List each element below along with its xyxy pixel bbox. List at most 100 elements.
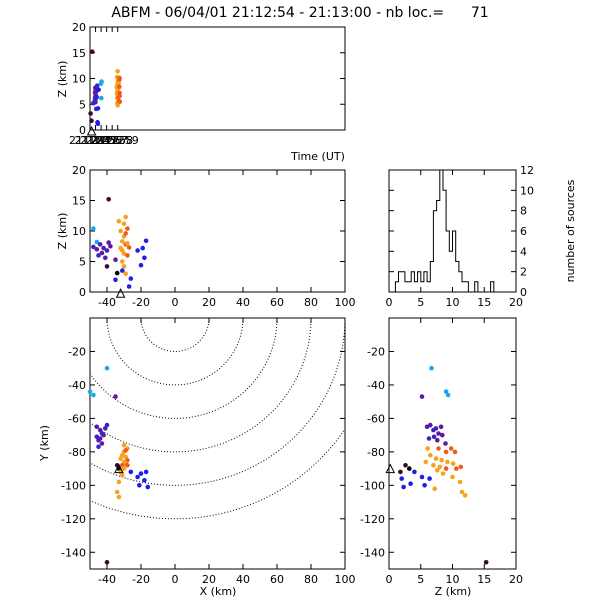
source-point <box>443 441 448 446</box>
histogram-steps <box>392 169 516 293</box>
source-point <box>398 469 403 475</box>
source-point <box>120 473 125 478</box>
y-tick-label: 8 <box>520 205 527 218</box>
source-point <box>89 49 95 54</box>
source-point <box>435 437 440 443</box>
x-tick-label: 10 <box>446 296 460 309</box>
time-height-frame <box>89 26 346 131</box>
y-tick-label: 15 <box>72 195 86 208</box>
source-point <box>113 277 118 283</box>
source-point <box>99 441 105 446</box>
source-point <box>125 253 130 258</box>
x-tick-label: 80 <box>304 296 318 309</box>
source-point <box>89 118 94 123</box>
source-point <box>419 474 425 480</box>
source-point <box>437 464 443 470</box>
source-point <box>99 79 104 84</box>
source-point <box>106 240 111 245</box>
histogram-line <box>392 169 516 293</box>
source-point <box>443 389 449 394</box>
time-height-xlabel: Time (UT) <box>290 150 345 163</box>
station-marker <box>385 463 396 474</box>
y-tick-label: -80 <box>68 446 86 459</box>
source-point <box>419 394 425 399</box>
y-tick-label: -40 <box>367 379 385 392</box>
x-tick-label: 20 <box>509 296 523 309</box>
source-point <box>125 457 130 463</box>
source-point <box>116 479 122 485</box>
x-tick-label: 80 <box>304 573 318 586</box>
x-tick-label: 100 <box>335 296 356 309</box>
x-tick-label: 40 <box>236 296 250 309</box>
source-point <box>99 250 105 256</box>
source-point <box>457 479 463 485</box>
source-point <box>138 262 144 268</box>
x-tick-label: 211256 <box>80 134 122 147</box>
source-point <box>408 481 413 487</box>
source-point <box>104 248 110 253</box>
x-tick-label: 15 <box>477 573 491 586</box>
y-tick-label: 2 <box>520 266 527 279</box>
source-point <box>99 95 104 101</box>
source-point <box>123 447 128 453</box>
source-point <box>433 456 439 461</box>
source-point <box>123 214 128 220</box>
z-y-frame <box>388 317 517 570</box>
source-point <box>104 560 110 565</box>
source-point <box>96 253 101 258</box>
source-point <box>93 99 98 105</box>
source-point <box>120 248 125 253</box>
x-tick-label: 211255 <box>75 134 117 147</box>
source-point <box>462 493 468 498</box>
source-point <box>95 121 101 127</box>
station-marker <box>114 463 124 474</box>
y-tick-label: 0 <box>79 124 86 137</box>
source-point <box>126 245 132 250</box>
y-tick-label: -40 <box>68 379 86 392</box>
y-tick-label: -140 <box>61 546 86 559</box>
source-point <box>91 244 96 250</box>
source-point <box>91 226 96 231</box>
source-point <box>94 424 100 430</box>
y-tick-label: -100 <box>61 479 86 492</box>
source-point <box>118 456 123 461</box>
source-point <box>96 444 101 450</box>
z-y-points <box>385 365 489 565</box>
source-point <box>142 478 147 483</box>
source-point <box>96 87 101 93</box>
x-tick-label: -20 <box>132 573 150 586</box>
source-point <box>123 231 128 236</box>
source-point <box>125 463 130 468</box>
source-point <box>448 446 454 451</box>
x-tick-label: -20 <box>132 296 150 309</box>
y-tick-label: 6 <box>520 225 527 238</box>
source-point <box>118 228 123 234</box>
source-point <box>403 463 408 468</box>
source-point <box>433 426 439 431</box>
source-point <box>454 466 459 471</box>
y-tick-label: 20 <box>72 164 86 177</box>
source-point <box>91 392 96 398</box>
source-point <box>101 432 106 438</box>
source-point <box>116 494 122 500</box>
source-point <box>436 446 441 451</box>
x-tick-label: 20 <box>202 296 216 309</box>
source-point <box>95 106 101 111</box>
source-point <box>428 452 433 458</box>
source-point <box>459 489 465 495</box>
y-tick-label: 5 <box>79 98 86 111</box>
x-y-panel: -40 -20 0 20 40 60 80 100 -140 -120 -100 -80 -60 -40 -… <box>38 317 356 598</box>
source-point <box>458 464 464 470</box>
source-point <box>117 75 122 81</box>
source-point <box>113 257 118 263</box>
source-point <box>87 389 93 394</box>
time-height-points <box>86 49 123 136</box>
source-point <box>436 431 441 436</box>
source-point <box>121 221 127 226</box>
source-point <box>483 560 489 565</box>
x-tick-label: 211254 <box>69 134 111 147</box>
source-point <box>440 432 445 438</box>
y-tick-label: 0 <box>520 286 527 299</box>
source-point <box>121 442 127 448</box>
source-point <box>138 471 144 476</box>
